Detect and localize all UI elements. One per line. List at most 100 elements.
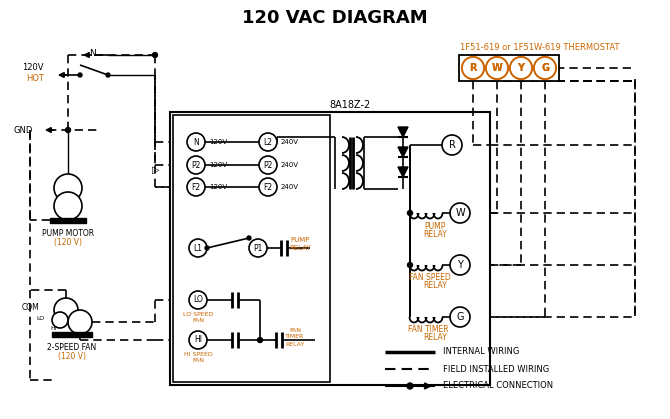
Text: G: G (541, 63, 549, 73)
Text: HI: HI (194, 336, 202, 344)
Circle shape (54, 192, 82, 220)
Circle shape (407, 262, 413, 267)
Text: R: R (448, 140, 456, 150)
Circle shape (462, 57, 484, 79)
Circle shape (407, 383, 413, 389)
Text: PUMP: PUMP (290, 237, 310, 243)
Text: INTERNAL WIRING: INTERNAL WIRING (443, 347, 519, 357)
Circle shape (442, 135, 462, 155)
Text: W: W (492, 63, 502, 73)
Text: 120V: 120V (209, 162, 227, 168)
Circle shape (462, 57, 484, 79)
Text: FAN SPEED: FAN SPEED (409, 274, 451, 282)
Circle shape (259, 178, 277, 196)
Text: (120 V): (120 V) (58, 352, 86, 362)
Text: 120V: 120V (209, 139, 227, 145)
Bar (170, 112, 490, 385)
Bar (173, 115, 330, 382)
Text: FAN: FAN (289, 328, 301, 333)
Text: F2: F2 (263, 183, 273, 191)
Text: RELAY: RELAY (423, 282, 447, 290)
Circle shape (52, 312, 68, 328)
Polygon shape (398, 127, 408, 137)
Text: P2: P2 (263, 160, 273, 170)
Text: RELAY: RELAY (423, 334, 447, 342)
Circle shape (407, 210, 413, 215)
Text: HOT: HOT (26, 73, 44, 83)
Circle shape (66, 127, 70, 132)
Text: (120 V): (120 V) (54, 238, 82, 246)
Circle shape (247, 236, 251, 240)
Text: FIELD INSTALLED WIRING: FIELD INSTALLED WIRING (443, 365, 549, 373)
Circle shape (450, 203, 470, 223)
Text: G: G (456, 312, 464, 322)
Text: FAN: FAN (192, 318, 204, 323)
Text: PUMP MOTOR: PUMP MOTOR (42, 228, 94, 238)
Bar (52, 332, 92, 337)
Circle shape (249, 239, 267, 257)
Circle shape (106, 73, 110, 77)
Text: LO SPEED: LO SPEED (183, 311, 213, 316)
Text: Y: Y (457, 260, 463, 270)
Circle shape (450, 255, 470, 275)
Circle shape (450, 307, 470, 327)
Text: R: R (469, 63, 477, 73)
Text: R: R (469, 63, 477, 73)
Text: ▷: ▷ (152, 165, 159, 175)
Circle shape (510, 57, 532, 79)
Text: 240V: 240V (281, 162, 299, 168)
Text: W: W (455, 208, 465, 218)
Text: HI SPEED: HI SPEED (184, 352, 212, 357)
Text: COM: COM (22, 303, 40, 313)
Circle shape (187, 178, 205, 196)
Text: TIMER: TIMER (285, 334, 305, 339)
Text: RELAY: RELAY (289, 245, 311, 251)
Text: G: G (541, 63, 549, 73)
Text: LO: LO (36, 316, 44, 321)
Circle shape (187, 133, 205, 151)
Text: 2-SPEED FAN: 2-SPEED FAN (48, 344, 96, 352)
Text: L2: L2 (263, 137, 273, 147)
Text: FAN TIMER: FAN TIMER (407, 326, 448, 334)
Polygon shape (398, 147, 408, 157)
Circle shape (259, 156, 277, 174)
Text: PUMP: PUMP (424, 222, 446, 230)
Text: 120V: 120V (209, 184, 227, 190)
Text: F2: F2 (192, 183, 200, 191)
Circle shape (189, 239, 207, 257)
Text: N: N (88, 49, 95, 57)
Text: Y: Y (517, 63, 525, 73)
Text: P2: P2 (192, 160, 201, 170)
Circle shape (534, 57, 556, 79)
Circle shape (486, 57, 508, 79)
Circle shape (510, 57, 532, 79)
Circle shape (486, 57, 508, 79)
Text: N: N (193, 137, 199, 147)
Text: FAN: FAN (192, 359, 204, 364)
Circle shape (153, 52, 157, 57)
Polygon shape (398, 167, 408, 177)
Circle shape (68, 310, 92, 334)
Text: W: W (492, 63, 502, 73)
Text: GND: GND (14, 126, 34, 134)
Text: 8A18Z-2: 8A18Z-2 (330, 100, 371, 110)
Circle shape (189, 291, 207, 309)
Circle shape (189, 331, 207, 349)
Text: P1: P1 (253, 243, 263, 253)
Text: 240V: 240V (281, 184, 299, 190)
Text: 240V: 240V (281, 139, 299, 145)
Text: 120 VAC DIAGRAM: 120 VAC DIAGRAM (242, 9, 428, 27)
Bar (50, 218, 86, 223)
Text: 120V: 120V (22, 62, 44, 72)
Circle shape (187, 156, 205, 174)
Text: RELAY: RELAY (285, 341, 305, 347)
Circle shape (54, 298, 78, 322)
Circle shape (205, 246, 209, 250)
Circle shape (534, 57, 556, 79)
Text: ELECTRICAL CONNECTION: ELECTRICAL CONNECTION (443, 382, 553, 391)
Text: 1F51-619 or 1F51W-619 THERMOSTAT: 1F51-619 or 1F51W-619 THERMOSTAT (460, 42, 620, 52)
Text: RELAY: RELAY (423, 230, 447, 238)
Circle shape (257, 337, 263, 342)
Text: HI: HI (50, 326, 57, 331)
Circle shape (78, 73, 82, 77)
